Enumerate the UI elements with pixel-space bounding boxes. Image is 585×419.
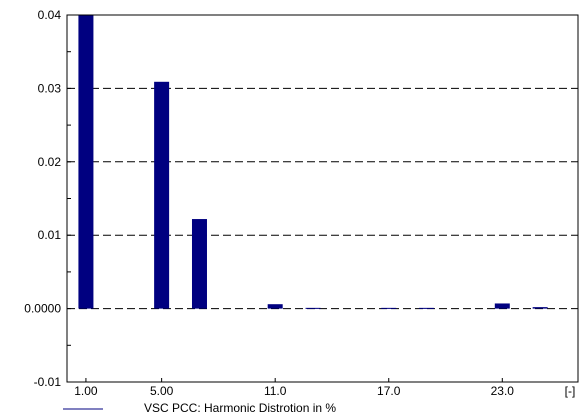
bar <box>381 307 397 309</box>
bar <box>154 81 170 309</box>
x-tick-label: 23.0 <box>491 384 515 398</box>
legend-series-label: VSC PCC: Harmonic Distrotion in % <box>144 401 336 415</box>
y-tick-label: -0.01 <box>34 375 62 389</box>
plot-frame <box>66 14 579 383</box>
bar-layer <box>78 15 548 309</box>
y-tick-label: 0.04 <box>38 8 62 22</box>
bar <box>305 307 321 309</box>
legend: VSC PCC: Harmonic Distrotion in % <box>63 401 336 415</box>
bar <box>532 307 548 309</box>
x-tick-label: 17.0 <box>377 384 401 398</box>
x-tick-label: 1.00 <box>74 384 98 398</box>
bar <box>494 303 510 309</box>
y-axis-ticks: 0.04 0.03 0.02 0.01 0.0000 -0.01 <box>24 8 71 389</box>
x-axis-ticks: 1.00 5.00 11.0 17.0 23.0 <box>74 378 514 398</box>
bar <box>78 15 94 309</box>
y-tick-label: 0.01 <box>38 228 62 242</box>
y-tick-label: 0.03 <box>38 81 62 95</box>
bar <box>419 307 435 309</box>
x-tick-label: 11.0 <box>264 384 287 398</box>
bar <box>267 304 283 309</box>
x-axis-unit-label: [-] <box>565 384 576 398</box>
x-tick-label: 5.00 <box>150 384 174 398</box>
grid-layer <box>67 14 578 310</box>
y-tick-label: 0.02 <box>38 155 62 169</box>
y-tick-label: 0.0000 <box>24 302 61 316</box>
bar <box>191 219 207 309</box>
